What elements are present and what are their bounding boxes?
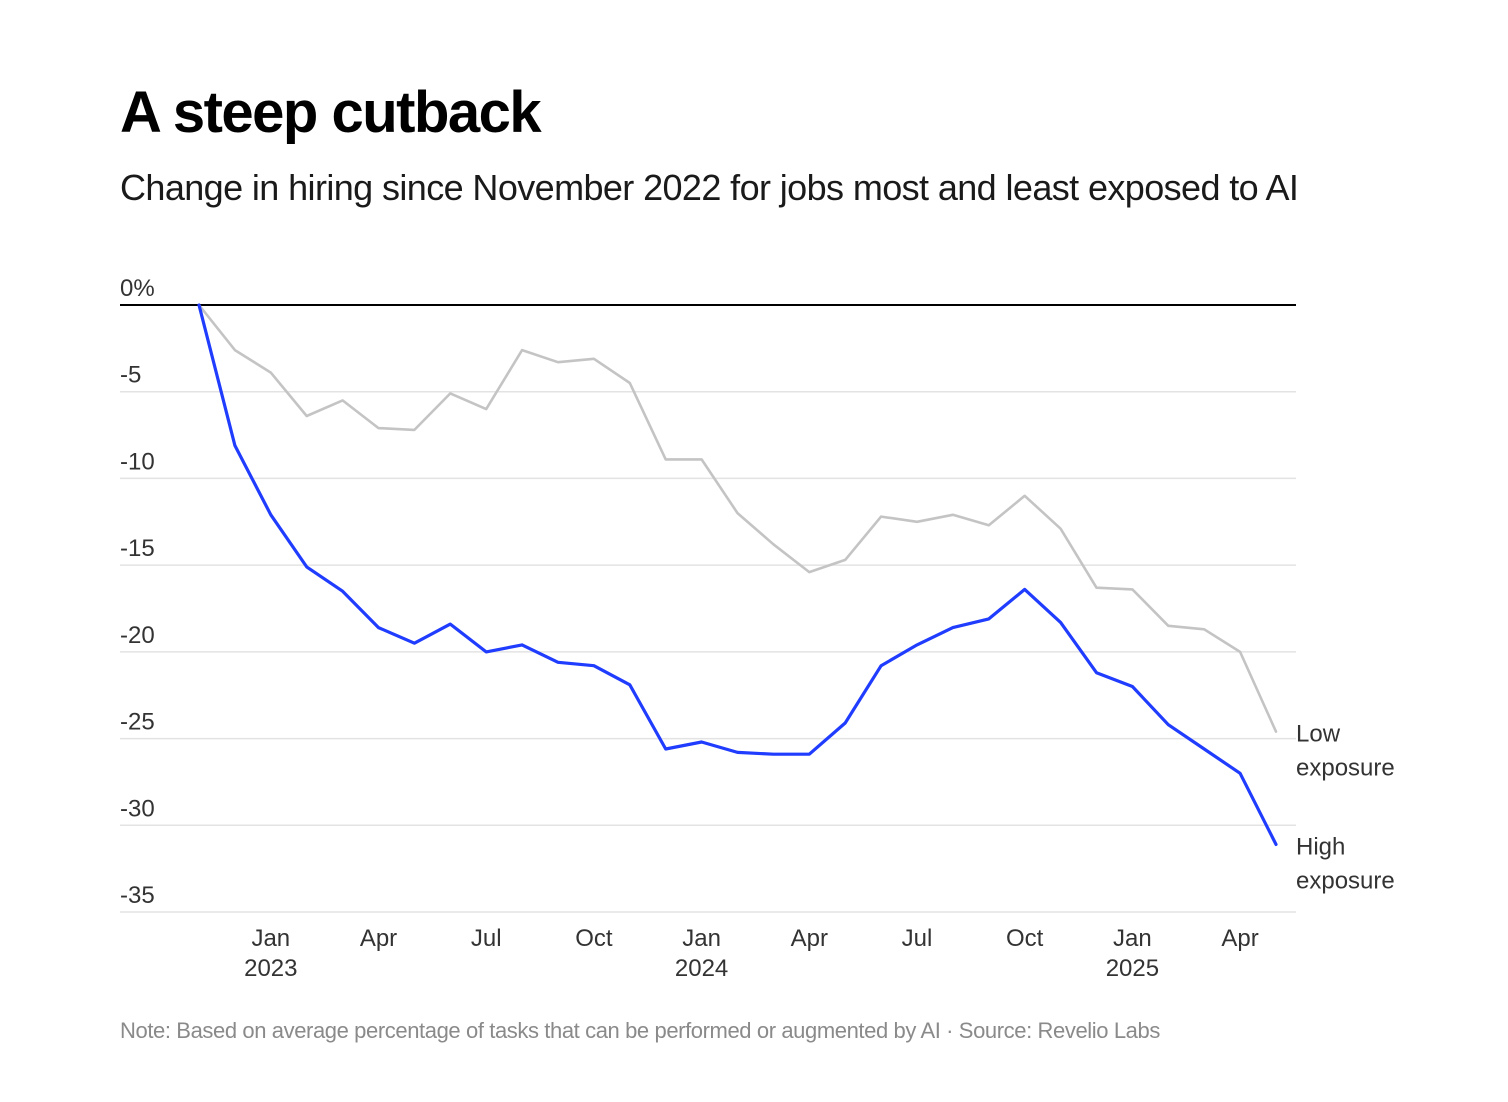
- high-exposure-label: High exposure: [1296, 833, 1395, 894]
- x-tick-label: Oct: [575, 925, 613, 952]
- chart-note: Note: Based on average percentage of tas…: [120, 1018, 1160, 1043]
- low-exposure-line: [197, 303, 1278, 733]
- x-tick-label: Jan: [251, 925, 290, 952]
- gridlines: [120, 304, 1296, 913]
- x-tick-label: Apr: [1221, 925, 1258, 952]
- y-tick-label: -25: [120, 709, 155, 736]
- x-tick-label: Jan: [1113, 925, 1152, 952]
- x-tick-year-label: 2025: [1106, 955, 1159, 982]
- y-tick-label: -10: [120, 448, 155, 475]
- y-tick-label: -15: [120, 535, 155, 562]
- x-tick-label: Apr: [360, 925, 397, 952]
- y-tick-label: -5: [120, 362, 141, 389]
- chart-title: A steep cutback: [120, 80, 542, 145]
- high-exposure-label-line: exposure: [1296, 867, 1395, 894]
- x-tick-label: Apr: [791, 925, 828, 952]
- series-lines: [197, 303, 1278, 847]
- x-tick-label: Oct: [1006, 925, 1044, 952]
- x-tick-label: Jul: [471, 925, 502, 952]
- x-tick-label: Jul: [902, 925, 933, 952]
- y-tick-label: -35: [120, 882, 155, 909]
- x-tick-year-label: 2024: [675, 955, 728, 982]
- x-axis-ticks: Jan 2023 Apr Jul Oct Jan 2024 Apr Jul Oct Jan 2025 A…: [244, 925, 1259, 982]
- x-tick-label: Jan: [682, 925, 721, 952]
- low-exposure-label: Low exposure: [1296, 721, 1395, 782]
- chart-subtitle: Change in hiring since November 2022 for…: [120, 167, 1299, 208]
- low-exposure-label-line: Low: [1296, 721, 1341, 748]
- y-tick-label: -30: [120, 795, 155, 822]
- high-exposure-line: [197, 303, 1278, 847]
- high-exposure-label-line: High: [1296, 833, 1345, 860]
- y-tick-label: 0%: [120, 275, 155, 302]
- y-axis-ticks: 0% -5 -10 -15 -20 -25 -30 -35: [120, 275, 155, 909]
- x-tick-year-label: 2023: [244, 955, 297, 982]
- series-labels: Low exposure High exposure: [1296, 721, 1395, 895]
- low-exposure-label-line: exposure: [1296, 755, 1395, 782]
- y-tick-label: -20: [120, 622, 155, 649]
